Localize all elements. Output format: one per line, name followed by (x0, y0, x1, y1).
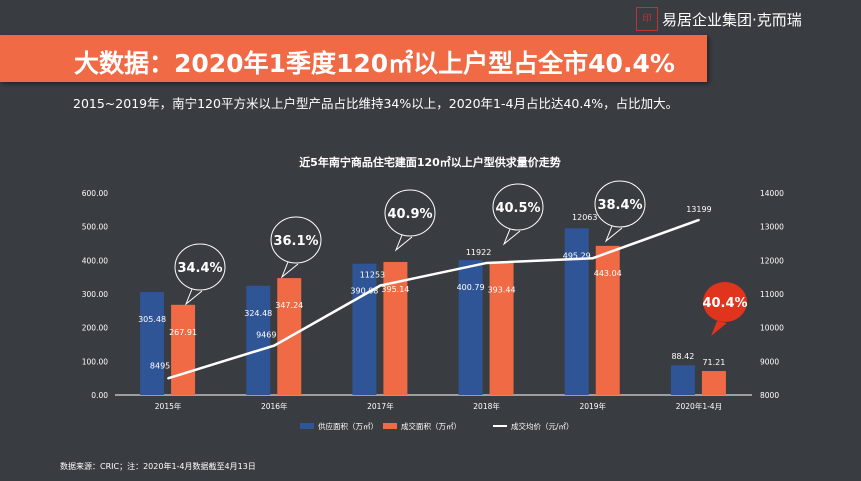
deal-data-label: 443.04 (594, 269, 622, 278)
share-bubble (270, 216, 322, 264)
left-tick-label: 100.00 (82, 357, 108, 366)
price-point (273, 344, 276, 347)
price-point (379, 284, 382, 287)
right-tick-label: 12000 (760, 256, 784, 265)
left-tick-label: 600.00 (82, 189, 108, 198)
price-point (167, 377, 170, 380)
price-point (697, 218, 700, 221)
left-tick-label: 300.00 (82, 290, 108, 299)
x-tick-label: 2017年 (367, 401, 394, 411)
deal-bar (171, 304, 196, 395)
right-tick-label: 13000 (760, 223, 784, 232)
price-data-label: 13199 (686, 205, 711, 214)
price-data-label: 9469 (256, 331, 276, 340)
brand-logo: 印 易居企业集团·克而瑞 (636, 7, 802, 31)
deal-data-label: 393.44 (488, 286, 516, 295)
page-title: 大数据：2020年1季度120㎡以上户型占全市40.4% (74, 49, 675, 78)
deal-bar (489, 262, 514, 395)
logo-seal-icon: 印 (636, 7, 658, 31)
right-tick-label: 9000 (760, 357, 779, 366)
share-annotation: 36.1% (273, 234, 318, 249)
left-tick-label: 500.00 (82, 223, 108, 232)
supply-data-label: 324.48 (244, 309, 272, 318)
share-annotation: 40.9% (387, 207, 432, 222)
share-annotation: 40.5% (495, 201, 540, 216)
supply-bar (670, 365, 695, 395)
deal-data-label: 395.14 (381, 285, 409, 294)
supply-bar (458, 260, 483, 395)
bubble-tail (711, 321, 727, 336)
x-tick-label: 2016年 (261, 401, 288, 411)
x-tick-label: 2015年 (155, 401, 182, 411)
supply-bar (246, 285, 271, 395)
x-tick-label: 2020年1-4月 (676, 401, 722, 411)
legend-swatch (300, 423, 314, 429)
right-tick-label: 10000 (760, 324, 784, 333)
supply-bar (352, 263, 377, 395)
supply-data-label: 400.79 (457, 283, 485, 292)
bubble-tail (394, 234, 413, 252)
share-bubble (594, 180, 646, 228)
right-tick-label: 8000 (760, 391, 779, 400)
x-tick-label: 2018年 (473, 401, 500, 411)
share-bubble (174, 243, 226, 291)
legend-label: 供应面积（万㎡） (318, 421, 378, 431)
right-tick-label: 14000 (760, 189, 784, 198)
price-data-label: 8495 (150, 361, 170, 370)
share-bubble (492, 183, 544, 231)
right-tick-label: 11000 (760, 290, 784, 299)
supply-data-label: 88.42 (671, 352, 694, 361)
price-data-label: 11253 (360, 270, 385, 279)
deal-bar (595, 245, 620, 395)
price-data-label: 11922 (466, 248, 491, 257)
price-data-label: 12063 (572, 213, 597, 222)
supply-bar (564, 228, 589, 395)
supply-data-label: 305.48 (138, 315, 166, 324)
deal-data-label: 267.91 (169, 328, 197, 337)
legend-label: 成交面积（万㎡） (401, 421, 461, 431)
share-bubble (703, 282, 747, 322)
bubble-tail (280, 261, 299, 279)
bubble-tail (502, 228, 521, 246)
left-tick-label: 400.00 (82, 256, 108, 265)
bubble-tail (604, 225, 623, 243)
share-annotation: 34.4% (177, 261, 222, 276)
title-banner (0, 35, 707, 82)
x-tick-label: 2019年 (579, 401, 606, 411)
share-annotation: 40.4% (702, 296, 747, 311)
supply-bar (140, 292, 165, 395)
price-line (167, 218, 700, 380)
chart-title: 近5年南宁商品住宅建面120㎡以上户型供求量价走势 (299, 155, 561, 169)
share-bubble (384, 189, 436, 237)
page-subtitle: 2015~2019年，南宁120平方米以上户型产品占比维持34%以上，2020年… (73, 96, 679, 111)
logo-text: 易居企业集团·克而瑞 (662, 10, 802, 29)
supply-data-label: 390.08 (350, 287, 378, 296)
price-point (485, 261, 488, 264)
left-tick-label: 200.00 (82, 324, 108, 333)
deal-data-label: 347.24 (275, 301, 303, 310)
supply-data-label: 495.29 (563, 251, 591, 260)
deal-bar (701, 371, 726, 395)
share-annotation: 38.4% (597, 198, 642, 213)
bubble-tail (184, 288, 203, 306)
legend-label: 成交均价（元/㎡） (511, 421, 574, 431)
legend-swatch (383, 423, 397, 429)
data-source-note: 数据来源：CRIC；注：2020年1-4月数据截至4月13日 (60, 462, 256, 471)
price-point (591, 257, 594, 260)
left-tick-label: 0.00 (91, 391, 108, 400)
deal-data-label: 71.21 (702, 358, 725, 367)
